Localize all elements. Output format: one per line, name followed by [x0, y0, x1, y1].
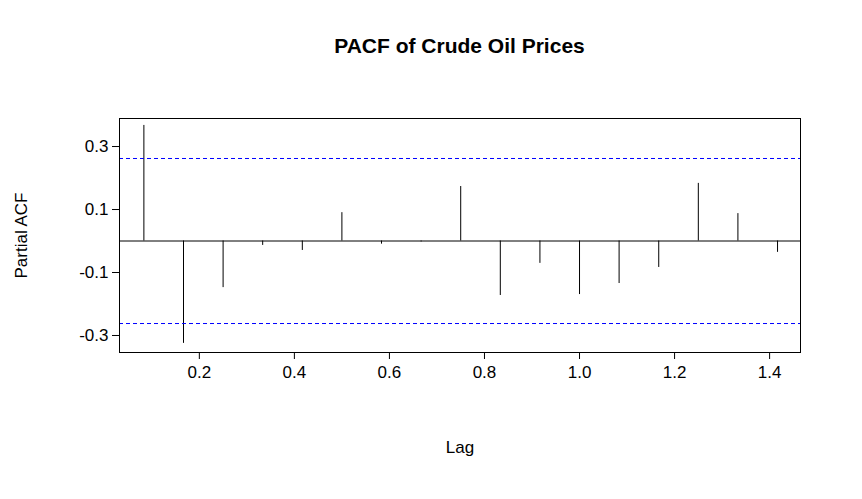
svg-text:1.4: 1.4: [758, 363, 782, 382]
svg-text:-0.3: -0.3: [79, 326, 108, 345]
svg-text:0.8: 0.8: [473, 363, 497, 382]
svg-text:Lag: Lag: [446, 438, 474, 457]
svg-text:0.3: 0.3: [85, 137, 109, 156]
svg-text:0.4: 0.4: [283, 363, 307, 382]
html-text:PACF of Crude Oil Prices: PACF of Crude Oil Prices: [334, 34, 585, 57]
svg-text:0.1: 0.1: [85, 200, 109, 219]
svg-text:0.2: 0.2: [188, 363, 212, 382]
svg-text:Partial ACF: Partial ACF: [12, 193, 31, 279]
svg-text:0.6: 0.6: [378, 363, 402, 382]
svg-text:-0.1: -0.1: [79, 263, 108, 282]
svg-text:1.2: 1.2: [663, 363, 687, 382]
svg-text:1.0: 1.0: [568, 363, 592, 382]
